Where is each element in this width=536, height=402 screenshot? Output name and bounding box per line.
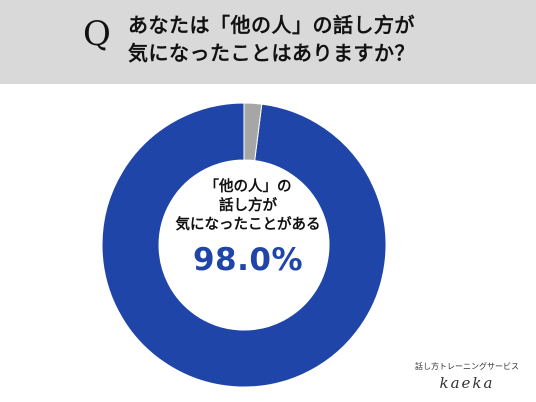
brand: 話し方トレーニングサービス kaeka <box>412 361 522 393</box>
chart-center-text: 「他の人」の 話し方が 気になったことがある 98.0% <box>168 178 328 278</box>
brand-subtitle: 話し方トレーニングサービス <box>415 362 519 371</box>
center-label-line-3: 気になったことがある <box>175 217 321 233</box>
question-line-1: あなたは「他の人」の話し方が <box>128 13 415 37</box>
donut-chart <box>101 102 387 388</box>
question-line-2: 気になったことはありますか？ <box>128 41 415 65</box>
pie-slice-1 <box>243 102 263 162</box>
center-value: 98.0% <box>192 242 304 278</box>
center-label-line-2: 話し方が <box>219 198 277 214</box>
center-label: 「他の人」の 話し方が 気になったことがある <box>168 178 328 235</box>
question-text: あなたは「他の人」の話し方が 気になったことはありますか？ <box>128 11 528 67</box>
brand-logo: kaeka <box>439 374 495 392</box>
pie-slice-0 <box>101 102 387 388</box>
q-mark: Q <box>83 14 111 54</box>
question-header: Q あなたは「他の人」の話し方が 気になったことはありますか？ <box>0 0 536 84</box>
center-label-line-1: 「他の人」の <box>204 179 292 195</box>
